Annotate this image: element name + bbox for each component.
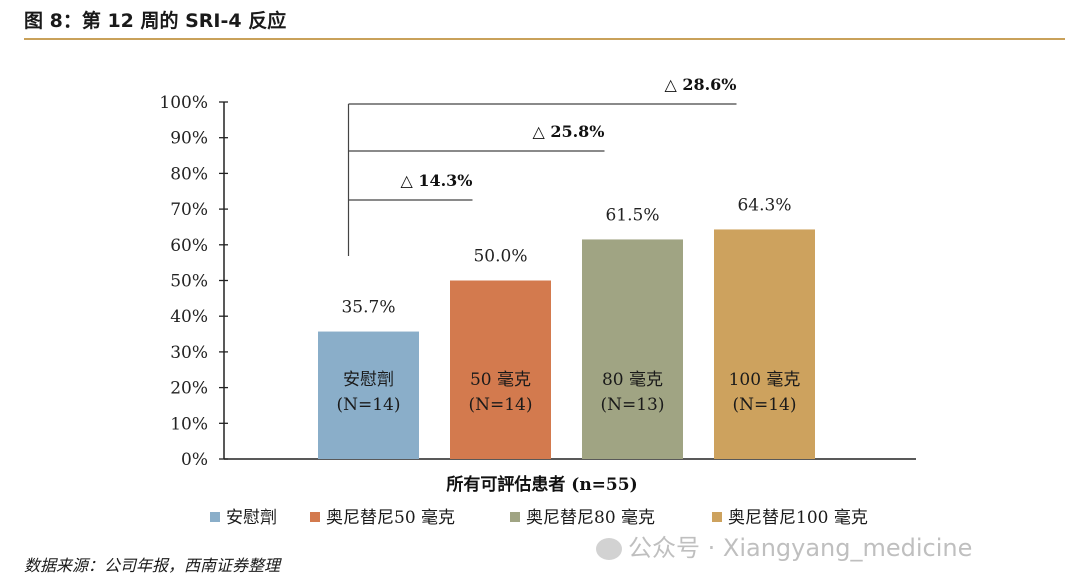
legend-label: 奥尼替尼100 毫克	[728, 508, 868, 528]
y-tick-label: 10%	[170, 414, 208, 434]
difference-annotation: △ 28.6%	[664, 75, 736, 94]
source-note: 数据来源：公司年报，西南证券整理	[24, 556, 281, 575]
figure-title: 图 8：第 12 周的 SRI-4 反应	[24, 10, 287, 32]
bar-4	[714, 229, 815, 459]
bar-category-label: 50 毫克	[470, 370, 531, 390]
title-divider	[24, 38, 1065, 40]
bar-n-label: (N=13)	[600, 395, 664, 415]
bar-2	[450, 280, 551, 459]
legend-swatch	[510, 512, 520, 522]
legend-swatch	[310, 512, 320, 522]
y-tick-label: 40%	[170, 307, 208, 327]
legend-label: 安慰劑	[226, 508, 277, 528]
bar-1	[318, 331, 419, 459]
watermark: 公众号 · Xiangyang_medicine	[596, 528, 972, 563]
y-tick-label: 20%	[170, 379, 208, 399]
x-axis-label: 所有可評估患者 (n=55)	[446, 474, 637, 495]
bar-3	[582, 239, 683, 459]
data-label: 35.7%	[341, 298, 395, 318]
data-label: 61.5%	[605, 205, 659, 225]
bar-category-label: 安慰劑	[343, 370, 394, 390]
wechat-icon	[596, 538, 622, 560]
y-tick-label: 50%	[170, 272, 208, 292]
y-tick-label: 100%	[159, 93, 208, 113]
legend-swatch	[210, 512, 220, 522]
legend-label: 奥尼替尼80 毫克	[526, 508, 655, 528]
y-tick-label: 60%	[170, 236, 208, 256]
bar-n-label: (N=14)	[336, 395, 400, 415]
y-tick-label: 70%	[170, 200, 208, 220]
difference-annotation: △ 25.8%	[532, 122, 604, 141]
y-tick-label: 0%	[181, 450, 208, 470]
data-label: 50.0%	[473, 247, 527, 267]
data-label: 64.3%	[737, 195, 791, 215]
watermark-text: 公众号 · Xiangyang_medicine	[628, 534, 973, 562]
y-tick-label: 90%	[170, 129, 208, 149]
y-tick-label: 30%	[170, 343, 208, 363]
difference-annotation: △ 14.3%	[400, 171, 472, 190]
legend-label: 奥尼替尼50 毫克	[326, 508, 455, 528]
bar-category-label: 100 毫克	[729, 370, 801, 390]
legend-swatch	[712, 512, 722, 522]
bar-category-label: 80 毫克	[602, 370, 663, 390]
y-tick-label: 80%	[170, 164, 208, 184]
bar-n-label: (N=14)	[468, 395, 532, 415]
bar-n-label: (N=14)	[732, 395, 796, 415]
